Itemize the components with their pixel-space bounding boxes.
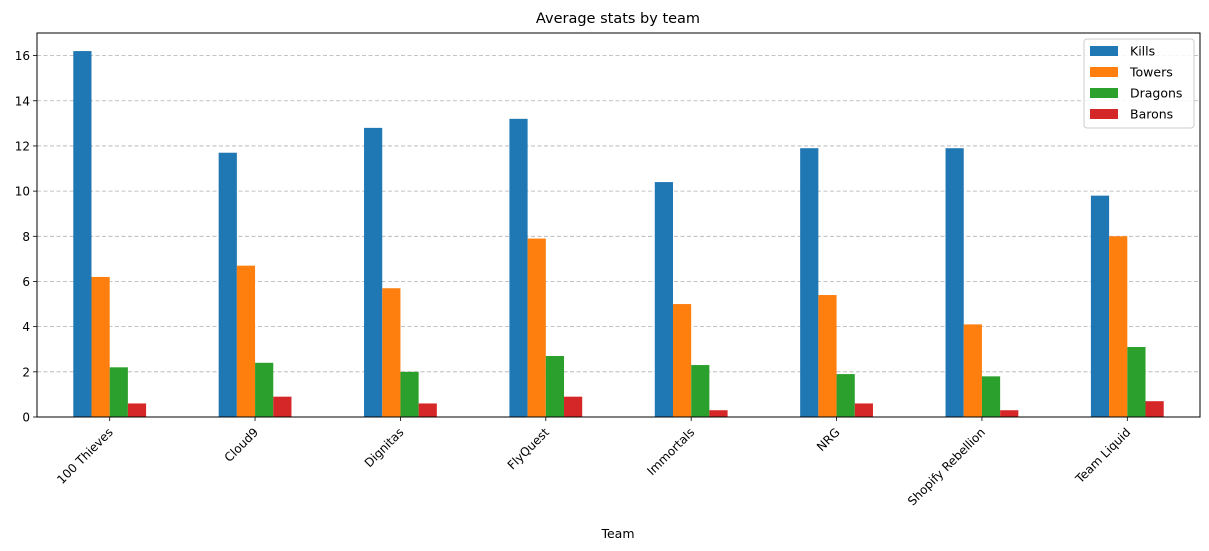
x-tick-label: Shopify Rebellion <box>905 425 988 508</box>
legend-label: Kills <box>1130 44 1155 59</box>
bar-towers <box>91 276 110 417</box>
bar-kills <box>364 127 383 417</box>
y-tick-label: 8 <box>22 230 30 244</box>
bar-barons <box>564 396 583 417</box>
bar-towers <box>672 304 692 417</box>
bar-kills <box>509 118 528 417</box>
bar-towers <box>236 265 256 417</box>
y-tick-label: 14 <box>15 94 30 108</box>
x-axis-label: Team <box>600 526 634 541</box>
y-axis: 0 2 4 6 8 10 12 14 16 <box>15 49 37 425</box>
y-tick-label: 2 <box>22 365 30 379</box>
bar-barons <box>127 403 147 417</box>
bar-dragons <box>545 356 565 417</box>
x-tick-label: NRG <box>814 425 843 454</box>
y-tick-label: 12 <box>15 139 30 153</box>
y-tick-label: 0 <box>22 411 30 425</box>
x-tick-label: Immortals <box>644 425 697 478</box>
bar-kills <box>73 51 92 417</box>
y-tick-label: 4 <box>22 320 30 334</box>
y-tick-label: 10 <box>15 185 30 199</box>
gridlines <box>37 55 1200 418</box>
bar-barons <box>709 410 728 417</box>
legend-label: Dragons <box>1130 86 1182 101</box>
legend-box <box>1083 38 1195 129</box>
y-tick-label: 6 <box>22 275 30 289</box>
x-tick-label: Cloud9 <box>222 425 262 465</box>
legend-swatch <box>1090 88 1118 98</box>
y-tick-label: 16 <box>15 49 30 63</box>
bar-barons <box>1145 401 1164 417</box>
chart-title: Average stats by team <box>536 11 700 27</box>
bar-dragons <box>691 365 710 417</box>
x-tick-label: Team Liquid <box>1072 425 1133 486</box>
bars <box>73 51 1164 417</box>
bar-dragons <box>109 367 128 417</box>
bar-towers <box>963 324 982 417</box>
bar-barons <box>854 403 873 417</box>
bar-dragons <box>1127 346 1146 417</box>
x-tick-label: FlyQuest <box>505 425 552 472</box>
bar-towers <box>382 288 401 417</box>
legend-swatch <box>1090 46 1118 56</box>
bar-towers <box>527 238 546 417</box>
bar-dragons <box>836 374 855 417</box>
bar-kills <box>218 152 237 417</box>
legend-label: Towers <box>1129 65 1173 80</box>
bar-dragons <box>981 376 1001 417</box>
bar-kills <box>945 148 964 417</box>
x-tick-label: 100 Thieves <box>54 425 116 487</box>
bar-barons <box>418 403 437 417</box>
bar-towers <box>1109 236 1128 417</box>
legend-swatch <box>1090 67 1118 77</box>
legend-label: Barons <box>1130 107 1173 122</box>
bar-towers <box>818 295 837 417</box>
legend: Kills Towers Dragons Barons <box>1083 38 1195 129</box>
legend-swatch <box>1090 109 1118 119</box>
bar-barons <box>1000 410 1019 417</box>
bar-dragons <box>255 362 274 417</box>
bar-dragons <box>400 371 419 417</box>
bar-kills <box>654 182 673 417</box>
x-tick-label: Dignitas <box>362 425 407 470</box>
bar-kills <box>1090 195 1110 417</box>
x-axis: 100 Thieves Cloud9 Dignitas FlyQuest Immorta… <box>54 417 1133 508</box>
plot-area-frame <box>36 32 1201 418</box>
bar-kills <box>800 148 819 417</box>
bar-barons <box>273 396 292 417</box>
